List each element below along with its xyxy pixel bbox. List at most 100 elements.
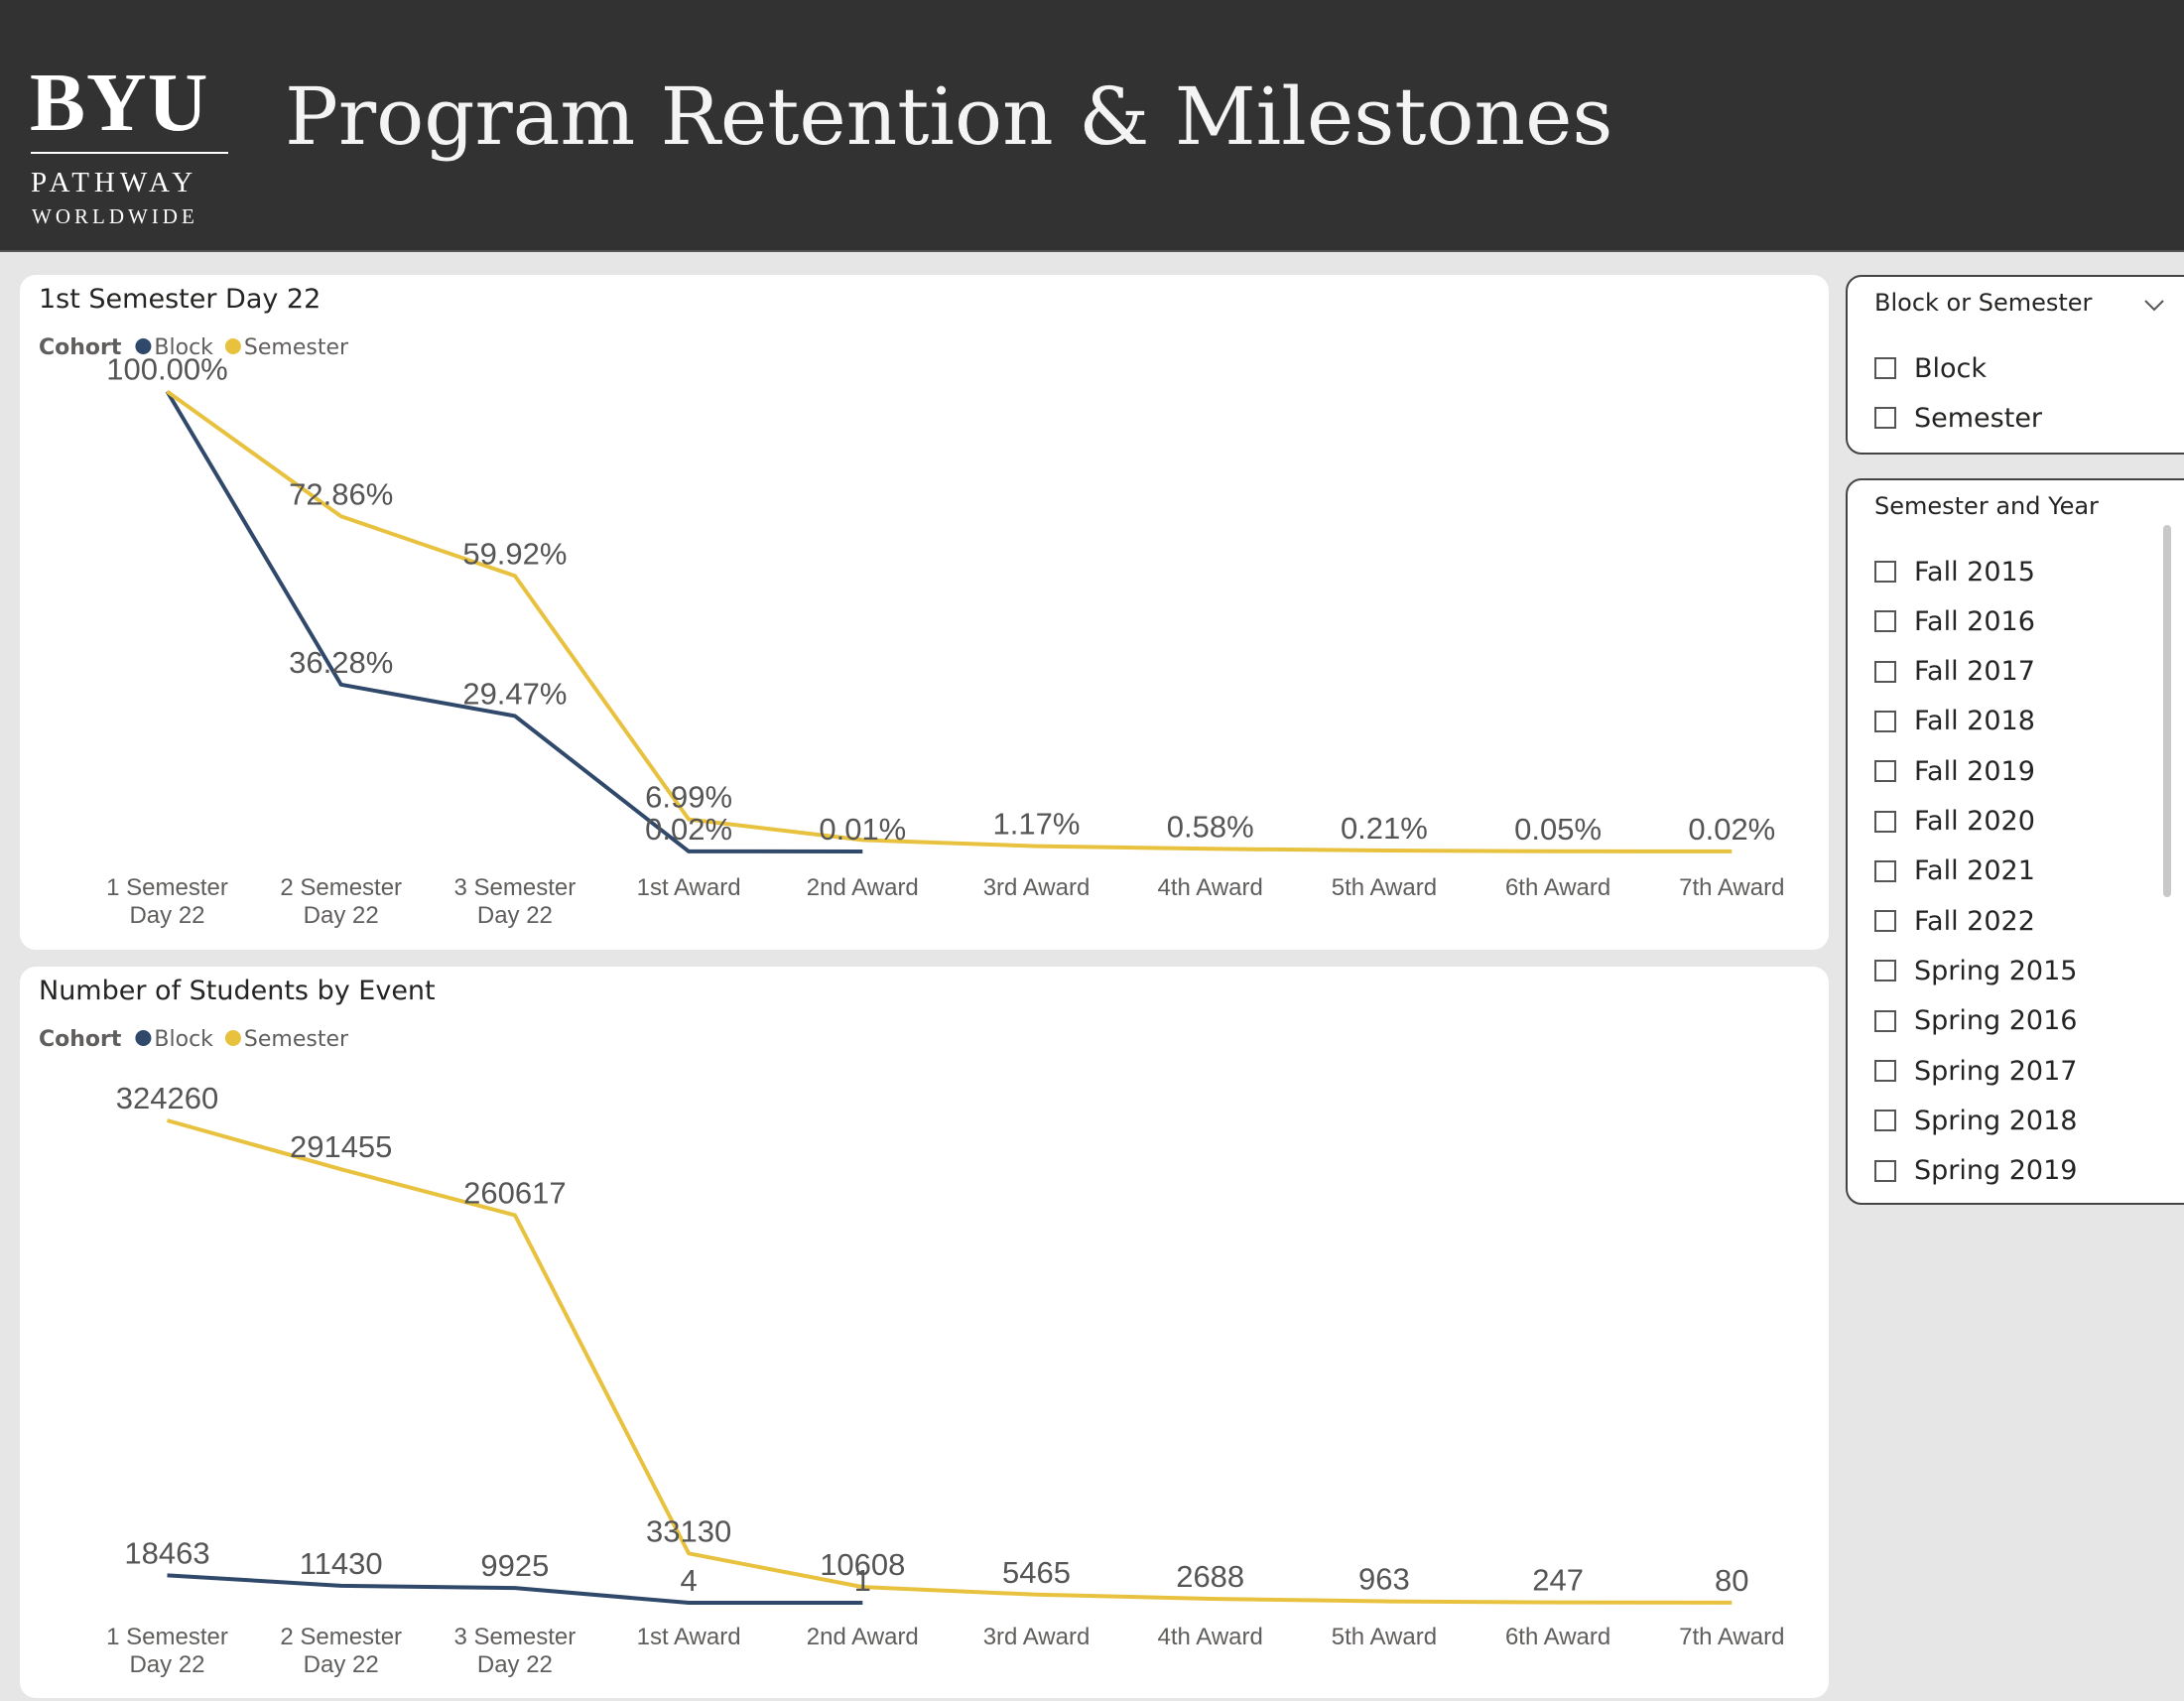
checkbox[interactable] (1874, 810, 1896, 833)
slicer-option[interactable]: Fall 2018 (1874, 702, 2035, 741)
series-line (165, 390, 863, 853)
data-label: 6.99% (645, 780, 732, 815)
x-tick-label: 3rd Award (982, 1624, 1091, 1650)
data-label: 9925 (480, 1548, 549, 1583)
scrollbar[interactable] (2163, 525, 2171, 897)
checkbox[interactable] (1874, 1060, 1896, 1082)
slicer-title: Semester and Year (1874, 492, 2099, 520)
slicer-option[interactable]: Fall 2021 (1874, 851, 2035, 891)
slicer-option[interactable]: Spring 2018 (1874, 1101, 2077, 1140)
legend-label: Semester (244, 335, 349, 360)
checkbox[interactable] (1874, 710, 1896, 732)
data-label: 1 (854, 1563, 871, 1598)
checkbox[interactable] (1874, 660, 1896, 683)
legend-marker (224, 338, 241, 354)
legend-label: Block (154, 1027, 213, 1052)
chart: Cohort Block Semester 18463 11430 9925 4 1 32426… (39, 1027, 1749, 1605)
checkbox[interactable] (1874, 1110, 1896, 1132)
slicer[interactable]: Block or Semester Block Semester (1846, 275, 2184, 455)
x-tick-label: 1 Semester Day 22 (106, 874, 228, 930)
legend-label: Block (154, 335, 213, 360)
checkbox[interactable] (1874, 610, 1896, 633)
checkbox[interactable] (1874, 859, 1896, 882)
dropdown-chevron[interactable] (2142, 297, 2172, 317)
slicer-option[interactable]: Fall 2015 (1874, 552, 2035, 591)
x-tick-label: 2nd Award (806, 1624, 919, 1650)
slicer-option[interactable]: Spring 2015 (1874, 951, 2077, 990)
checkbox[interactable] (1874, 960, 1896, 982)
chart-card: Cohort Block Semester 18463 11430 9925 4 1 32426… (20, 967, 1829, 1698)
x-tick-label: 1st Award (636, 1624, 741, 1650)
data-label: 0.02% (645, 812, 732, 847)
x-tick-label: 4th Award (1157, 874, 1263, 901)
x-tick-label: 6th Award (1504, 1624, 1611, 1650)
option-label: Spring 2017 (1914, 1055, 2078, 1087)
slicer-option[interactable]: Fall 2022 (1874, 901, 2035, 941)
x-tick-label: 5th Award (1331, 1624, 1438, 1650)
x-tick-label: 3 Semester Day 22 (453, 1624, 577, 1679)
data-label: 33130 (646, 1513, 731, 1548)
slicer-option[interactable]: Spring 2019 (1874, 1151, 2077, 1187)
data-label: 10608 (820, 1547, 905, 1582)
checkbox[interactable] (1874, 357, 1896, 379)
data-label: 324260 (116, 1081, 218, 1115)
option-label: Spring 2016 (1914, 1005, 2078, 1037)
checkbox[interactable] (1874, 1159, 1896, 1182)
series-line (167, 1573, 863, 1605)
option-label: Fall 2015 (1914, 556, 2035, 588)
slicer-option[interactable]: Semester (1874, 398, 2042, 438)
chart-title: Number of Students by Event (39, 976, 436, 1006)
data-label: 36.28% (289, 645, 393, 680)
legend-title: Cohort (39, 335, 122, 360)
slicer-options: Fall 2015 Fall 2016 Fall 2017 Fall 2018 Fall… (1848, 532, 2145, 1187)
x-tick-label: 1 Semester Day 22 (106, 1624, 228, 1679)
checkbox[interactable] (1874, 910, 1896, 933)
data-label: 11430 (300, 1546, 383, 1581)
data-label: 59.92% (462, 536, 567, 571)
series-line (166, 389, 1733, 853)
x-tick-label: 7th Award (1679, 874, 1785, 901)
x-tick-label: 3rd Award (982, 874, 1091, 901)
x-tick-label: 2 Semester Day 22 (280, 874, 403, 930)
legend-label: Semester (244, 1027, 349, 1052)
x-tick-label: 5th Award (1331, 874, 1438, 901)
slicer-option[interactable]: Fall 2017 (1874, 652, 2035, 692)
x-tick-label: 7th Award (1679, 1624, 1785, 1650)
checkbox[interactable] (1874, 407, 1896, 430)
data-label: 5465 (1002, 1555, 1071, 1590)
option-label: Fall 2021 (1914, 855, 2035, 887)
chart: Cohort Block Semester 36.28% 29.47% 0.02% 0.01… (39, 335, 1775, 853)
slicer-option[interactable]: Fall 2020 (1874, 802, 2035, 842)
checkbox[interactable] (1874, 760, 1896, 783)
data-label: 0.58% (1167, 809, 1254, 844)
data-label: 18463 (124, 1535, 209, 1570)
series-line (166, 1118, 1733, 1605)
data-label: 247 (1532, 1563, 1584, 1598)
option-label: Spring 2018 (1914, 1105, 2078, 1136)
legend-title: Cohort (39, 1027, 122, 1052)
slicer-option[interactable]: Spring 2017 (1874, 1051, 2077, 1091)
slicer-option[interactable]: Block (1874, 348, 1987, 388)
slicer-option[interactable]: Fall 2019 (1874, 751, 2035, 791)
page-title: Program Retention & Milestones (285, 70, 1613, 163)
legend-marker (224, 1030, 241, 1046)
option-label: Fall 2020 (1914, 806, 2035, 837)
x-tick-label: 6th Award (1504, 874, 1611, 901)
slicer-option[interactable]: Spring 2016 (1874, 1001, 2077, 1041)
slicer-option[interactable]: Fall 2016 (1874, 601, 2035, 641)
checkbox[interactable] (1874, 1009, 1896, 1032)
data-label: 963 (1358, 1562, 1410, 1597)
x-tick-label: 3 Semester Day 22 (453, 874, 577, 930)
x-tick-label: 2nd Award (806, 874, 919, 901)
legend-marker (135, 338, 152, 354)
option-label: Fall 2022 (1914, 905, 2035, 937)
slicer[interactable]: Semester and Year Fall 2015 Fall 2016 Fall … (1846, 478, 2184, 1205)
logo-line: PATHWAY (31, 167, 198, 198)
data-label: 2688 (1176, 1559, 1244, 1594)
data-label: 1.17% (993, 807, 1081, 842)
data-label: 80 (1715, 1563, 1748, 1598)
slicer-options: Block Semester (1848, 328, 2145, 453)
checkbox[interactable] (1874, 561, 1896, 583)
data-label: 0.02% (1688, 812, 1775, 847)
data-label: 100.00% (106, 352, 227, 387)
